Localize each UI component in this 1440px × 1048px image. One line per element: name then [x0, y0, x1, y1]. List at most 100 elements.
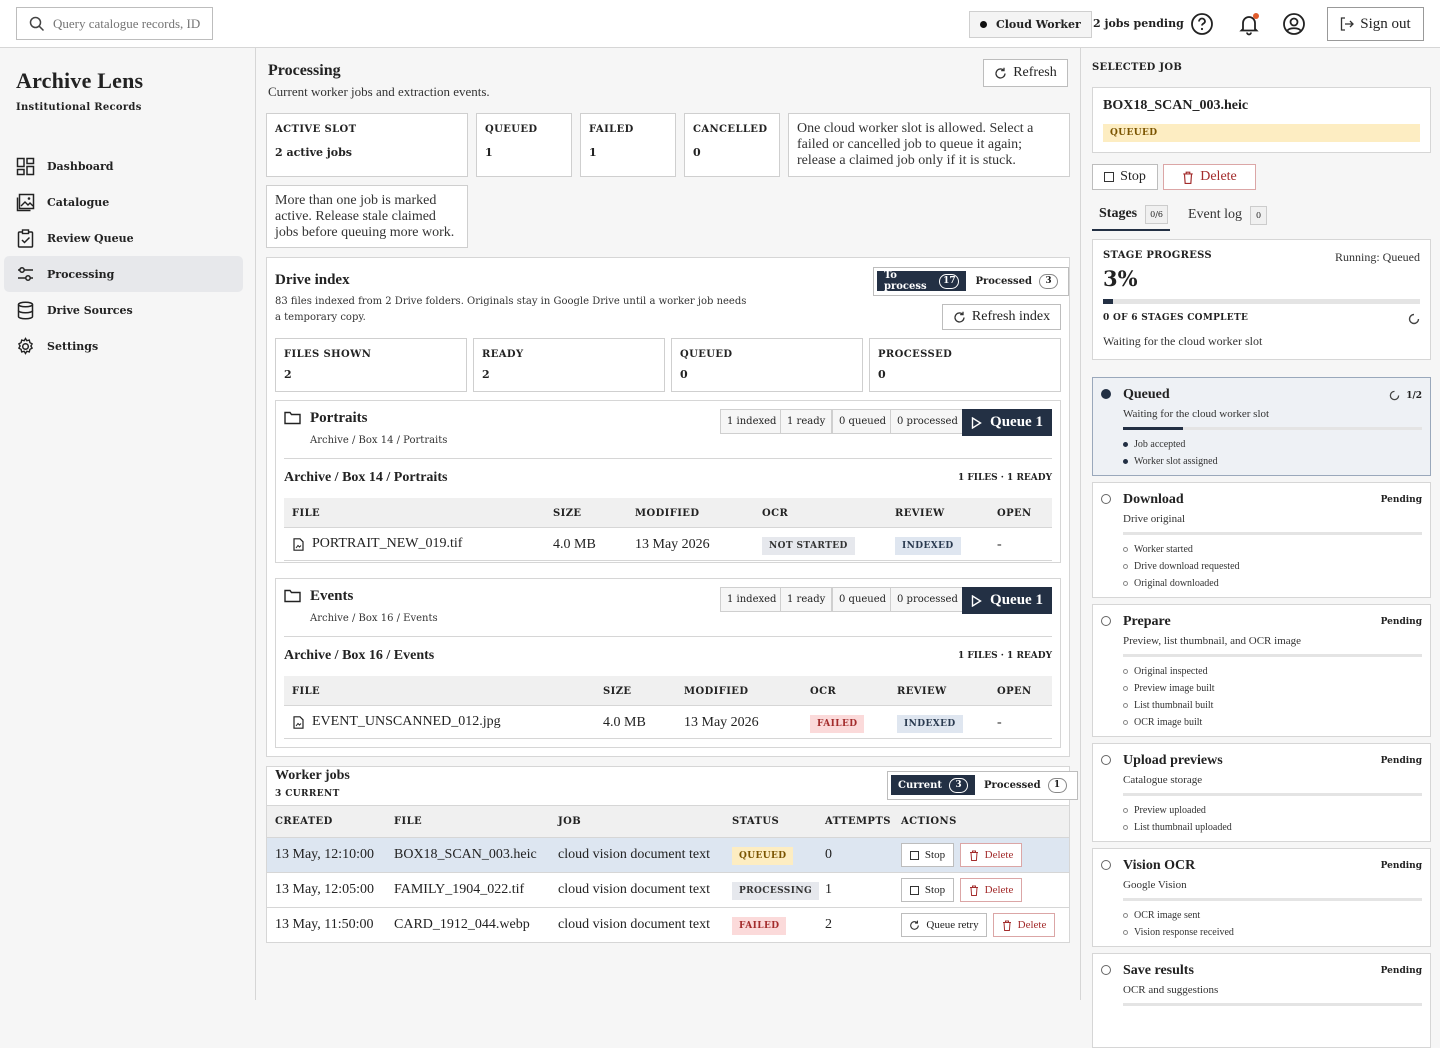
sidebar-item-review-queue[interactable]: Review Queue: [4, 220, 243, 256]
column-header-status: STATUS: [732, 816, 780, 827]
group-meta: 1 FILES · 1 READY: [957, 473, 1052, 483]
sign-out-button[interactable]: Sign out: [1327, 7, 1424, 41]
column-header-file: FILE: [292, 508, 321, 519]
clipboard-check-icon: [17, 228, 34, 248]
stage-card-prepare[interactable]: Prepare Preview, list thumbnail, and OCR …: [1092, 604, 1431, 737]
stage-card-vision-ocr[interactable]: Vision OCR Google Vision Pending OCR image …: [1092, 848, 1431, 947]
stage-progress-bar: [1123, 532, 1422, 535]
delete-job-button[interactable]: Delete: [993, 913, 1055, 937]
queue-folder-button[interactable]: Queue 1: [962, 587, 1052, 614]
stage-step: OCR image built: [1123, 717, 1202, 728]
table-row[interactable]: EVENT_UNSCANNED_012.jpg 4.0 MB 13 May 20…: [284, 706, 1052, 739]
column-header-actions: ACTIONS: [901, 816, 957, 827]
sidebar-item-processing[interactable]: Processing: [4, 256, 243, 292]
step-label: Worker slot assigned: [1134, 456, 1218, 467]
stage-status-icon: [1101, 389, 1111, 399]
help-icon[interactable]: [1190, 12, 1214, 36]
sidebar-item-catalogue[interactable]: Catalogue: [4, 184, 243, 220]
search-input[interactable]: [53, 15, 203, 32]
step-dot-icon: [1123, 669, 1128, 674]
stage-progress-bar: [1123, 793, 1422, 796]
stat-files-shown: FILES SHOWN 2: [275, 338, 467, 392]
delete-label: Delete: [984, 884, 1014, 896]
sidebar-item-dashboard[interactable]: Dashboard: [4, 148, 243, 184]
stage-card-queued[interactable]: Queued Waiting for the cloud worker slot 1…: [1092, 377, 1431, 476]
sidebar-item-drive-sources[interactable]: Drive Sources: [4, 292, 243, 328]
tab-processed[interactable]: Processed 1: [977, 775, 1074, 795]
trash-icon: [969, 885, 978, 896]
sign-out-label: Sign out: [1360, 15, 1411, 32]
tab-count: 1: [1047, 777, 1067, 793]
tag-processed: 0 processed: [890, 409, 965, 434]
stage-description: Catalogue storage: [1123, 774, 1203, 786]
tab-count: 17: [939, 273, 960, 289]
waiting-text: Waiting for the cloud worker slot: [1103, 334, 1263, 348]
stop-icon: [909, 885, 919, 895]
stat-active-slot: ACTIVE SLOT 2 active jobs: [266, 113, 468, 177]
stat-value: 2: [284, 368, 292, 381]
stage-status: 1/2: [1389, 390, 1422, 401]
stage-card-upload-previews[interactable]: Upload previews Catalogue storage Pending P…: [1092, 743, 1431, 842]
search-box[interactable]: [16, 7, 213, 40]
file-modified: 13 May 2026: [635, 537, 710, 552]
stage-title: Vision OCR: [1123, 858, 1196, 873]
tab-stages[interactable]: Stages 0/6: [1092, 199, 1170, 231]
action-label: Queue retry: [926, 919, 979, 931]
cloud-worker-label: Cloud Worker: [996, 18, 1081, 31]
stat-failed: FAILED 1: [580, 113, 676, 177]
stat-label: QUEUED: [485, 124, 538, 135]
sidebar-item-settings[interactable]: Settings: [4, 328, 243, 364]
stop-job-button[interactable]: Stop: [901, 878, 954, 902]
stage-progress-bar: [1123, 898, 1422, 901]
stat-value: 0: [878, 368, 886, 381]
refresh-button[interactable]: Refresh: [983, 59, 1068, 87]
stage-title: Download: [1123, 492, 1184, 507]
ocr-status-badge: NOT STARTED: [762, 537, 855, 555]
stage-status: Pending: [1380, 756, 1422, 766]
tag-queued: 0 queued: [832, 587, 894, 612]
bell-icon[interactable]: [1237, 12, 1261, 36]
delete-job-button[interactable]: Delete: [960, 843, 1022, 867]
tab-count: 3: [949, 777, 969, 793]
delete-selected-job-button[interactable]: Delete: [1163, 164, 1256, 190]
stop-selected-job-button[interactable]: Stop: [1092, 164, 1158, 190]
brand-subtitle: Institutional Records: [16, 102, 142, 113]
step-label: Vision response received: [1134, 927, 1234, 938]
column-header-ocr: OCR: [810, 686, 837, 697]
step-dot-icon: [1123, 442, 1128, 447]
stat-value: 1: [589, 146, 597, 159]
job-row-selected[interactable]: 13 May, 12:10:00 BOX18_SCAN_003.heic clo…: [267, 838, 1069, 873]
stop-job-button[interactable]: Stop: [901, 843, 954, 867]
progress-label: STAGE PROGRESS: [1103, 250, 1212, 261]
queue-folder-button[interactable]: Queue 1: [962, 409, 1052, 436]
account-icon[interactable]: [1282, 12, 1306, 36]
step-label: Original downloaded: [1134, 578, 1219, 589]
stat-queued: QUEUED 1: [476, 113, 572, 177]
tab-current[interactable]: Current 3: [891, 775, 976, 795]
tab-processed[interactable]: Processed 3: [968, 271, 1065, 291]
tag-indexed: 1 indexed: [720, 409, 784, 434]
job-row[interactable]: 13 May, 12:05:00 FAMILY_1904_022.tif clo…: [267, 873, 1069, 908]
column-header-file: FILE: [292, 686, 321, 697]
table-header: FILE SIZE MODIFIED OCR REVIEW OPEN: [284, 676, 1052, 706]
stage-card-download[interactable]: Download Drive original Pending Worker star…: [1092, 482, 1431, 598]
tab-label: Stages: [1099, 206, 1138, 221]
drive-index-title: Drive index: [275, 272, 350, 288]
refresh-index-button[interactable]: Refresh index: [942, 304, 1061, 330]
sidebar-label: Catalogue: [47, 195, 110, 209]
queue-retry-button[interactable]: Queue retry: [901, 913, 987, 937]
stage-status-icon: [1101, 755, 1111, 765]
sidebar-label: Review Queue: [47, 231, 134, 245]
database-icon: [17, 300, 34, 320]
tag-ready: 1 ready: [780, 587, 833, 612]
stage-card-save-results[interactable]: Save results OCR and suggestions Pending: [1092, 953, 1431, 1048]
brand-title: Archive Lens: [16, 68, 144, 93]
table-row[interactable]: PORTRAIT_NEW_019.tif 4.0 MB 13 May 2026 …: [284, 528, 1052, 561]
page-title: Processing: [268, 62, 341, 79]
stage-description: OCR and suggestions: [1123, 984, 1219, 996]
stat-ready: READY 2: [473, 338, 665, 392]
tab-to-process[interactable]: To process 17: [877, 270, 967, 292]
tab-event-log[interactable]: Event log 0: [1181, 199, 1268, 231]
job-row[interactable]: 13 May, 11:50:00 CARD_1912_044.webp clou…: [267, 908, 1069, 942]
delete-job-button[interactable]: Delete: [960, 878, 1022, 902]
